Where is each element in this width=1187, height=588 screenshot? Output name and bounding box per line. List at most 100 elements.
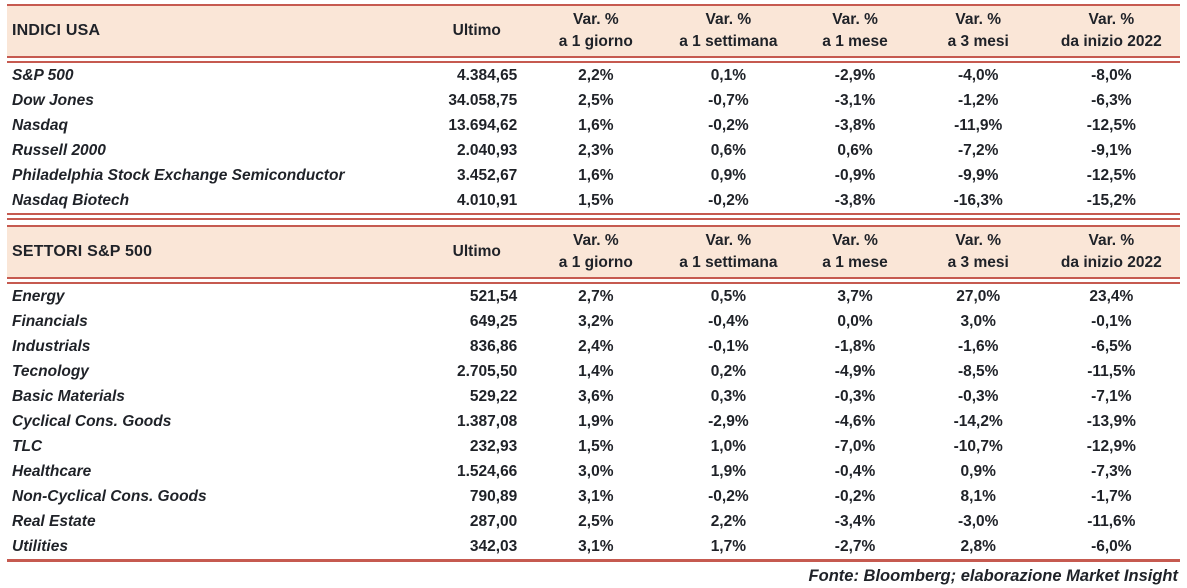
var-label: Var. % [832,232,878,249]
var-value: 23,4% [1089,287,1134,305]
table-row: Nasdaq Biotech 4.010,91 1,5% -0,2% -3,8% -16,… [7,188,1180,213]
var-period: a 1 settimana [679,254,778,271]
ultimo-value: 4.384,65 [456,66,518,84]
header-bottom-double-rule [7,56,1180,63]
row-name: Non-Cyclical Cons. Goods [12,487,207,505]
ultimo-value: 521,54 [469,287,518,305]
var-value: 0,9% [960,462,996,480]
var-value: 0,2% [710,362,747,380]
var-value: -8,5% [957,362,999,380]
var-label: Var. % [832,11,878,28]
var-value: -12,9% [1086,437,1136,455]
var-period: a 1 mese [822,33,888,50]
var-value: -0,2% [708,191,749,209]
var-label: Var. % [572,232,619,249]
ultimo-value: 342,03 [469,537,518,555]
ultimo-value: 2.705,50 [456,362,518,380]
row-name: Real Estate [12,512,96,530]
var-period: a 1 mese [822,254,888,271]
var-value: -2,7% [834,537,876,555]
row-name: Basic Materials [12,387,125,405]
var-value: -11,9% [954,116,1003,134]
var-value: -0,2% [834,487,876,505]
row-name: S&P 500 [12,66,74,84]
var-value: -0,1% [1091,312,1132,330]
row-name: Dow Jones [12,91,94,109]
var-value: -1,6% [957,337,999,355]
var-value: 3,2% [578,312,614,330]
var-value: -4,9% [834,362,876,380]
var-value: 27,0% [956,287,1001,305]
ultimo-value: 790,89 [469,487,518,505]
var-value: -9,1% [1091,141,1132,159]
section-title: INDICI USA [12,22,101,39]
var-value: 0,5% [710,287,747,305]
var-value: 0,3% [710,387,747,405]
var-value: -11,6% [1087,512,1136,530]
ultimo-value: 232,93 [469,437,518,455]
var-value: -9,9% [957,166,999,184]
var-value: -3,1% [834,91,876,109]
ultimo-value: 34.058,75 [448,91,518,109]
var-value: -2,9% [708,412,749,430]
var-value: -7,2% [957,141,999,159]
ultimo-value: 836,86 [469,337,518,355]
var-value: -6,5% [1091,337,1132,355]
var-period: a 1 giorno [558,254,633,271]
column-header-var-1mese: Var. % a 1 mese [796,6,913,56]
var-value: 2,2% [710,512,747,530]
var-label: Var. % [572,11,619,28]
var-value: 1,5% [578,191,614,209]
row-name: Healthcare [12,462,92,480]
var-value: -12,5% [1086,116,1136,134]
var-value: 3,0% [578,462,614,480]
var-label: Var. % [955,11,1002,28]
indici-usa-header: INDICI USA Ultimo Var. % a 1 giorno Var.… [7,6,1180,56]
var-value: -0,4% [834,462,876,480]
row-name: Nasdaq Biotech [12,191,130,209]
var-value: 1,6% [578,166,614,184]
var-period: a 1 giorno [558,33,633,50]
var-value: -0,9% [834,166,876,184]
var-value: -12,5% [1086,166,1136,184]
table-bottom-rule [7,559,1180,562]
var-value: -0,1% [708,337,749,355]
var-value: 2,8% [960,537,996,555]
var-value: -0,7% [708,91,749,109]
row-name: Utilities [12,537,68,555]
column-header-var-inizio2022: Var. % da inizio 2022 [1043,227,1180,277]
var-value: 1,0% [710,437,747,455]
table-row: Cyclical Cons. Goods 1.387,08 1,9% -2,9% -4,… [7,409,1180,434]
ultimo-value: 4.010,91 [456,191,518,209]
var-label: Var. % [1088,11,1135,28]
table-row: Tecnology 2.705,50 1,4% 0,2% -4,9% -8,5% -11,5… [7,359,1180,384]
var-value: -3,8% [834,116,876,134]
var-value: -1,2% [957,91,999,109]
var-value: -0,2% [708,487,749,505]
var-label: Var. % [705,232,752,249]
var-period: a 3 mesi [947,254,1009,271]
var-period: da inizio 2022 [1060,254,1162,271]
column-header-var-3mesi: Var. % a 3 mesi [914,6,1043,56]
ultimo-value: 2.040,93 [456,141,518,159]
var-label: Var. % [705,11,752,28]
var-value: -0,2% [708,116,749,134]
var-value: -11,5% [1087,362,1136,380]
var-value: -10,7% [953,437,1003,455]
var-value: -0,3% [834,387,876,405]
row-name: Financials [12,312,88,330]
table-row: Energy 521,54 2,7% 0,5% 3,7% 27,0% 23,4% [7,284,1180,309]
var-value: -15,2% [1086,191,1136,209]
var-value: -8,0% [1091,66,1132,84]
table-row: Utilities 342,03 3,1% 1,7% -2,7% 2,8% -6,0% [7,534,1180,559]
var-value: 1,9% [578,412,614,430]
var-value: 3,7% [837,287,873,305]
var-value: 8,1% [960,487,996,505]
column-header-var-3mesi: Var. % a 3 mesi [914,227,1043,277]
row-name: Nasdaq [12,116,68,134]
var-value: 0,1% [710,66,747,84]
table-row: Basic Materials 529,22 3,6% 0,3% -0,3% -0,3% -… [7,384,1180,409]
ultimo-value: 649,25 [469,312,518,330]
column-header-var-1mese: Var. % a 1 mese [796,227,913,277]
